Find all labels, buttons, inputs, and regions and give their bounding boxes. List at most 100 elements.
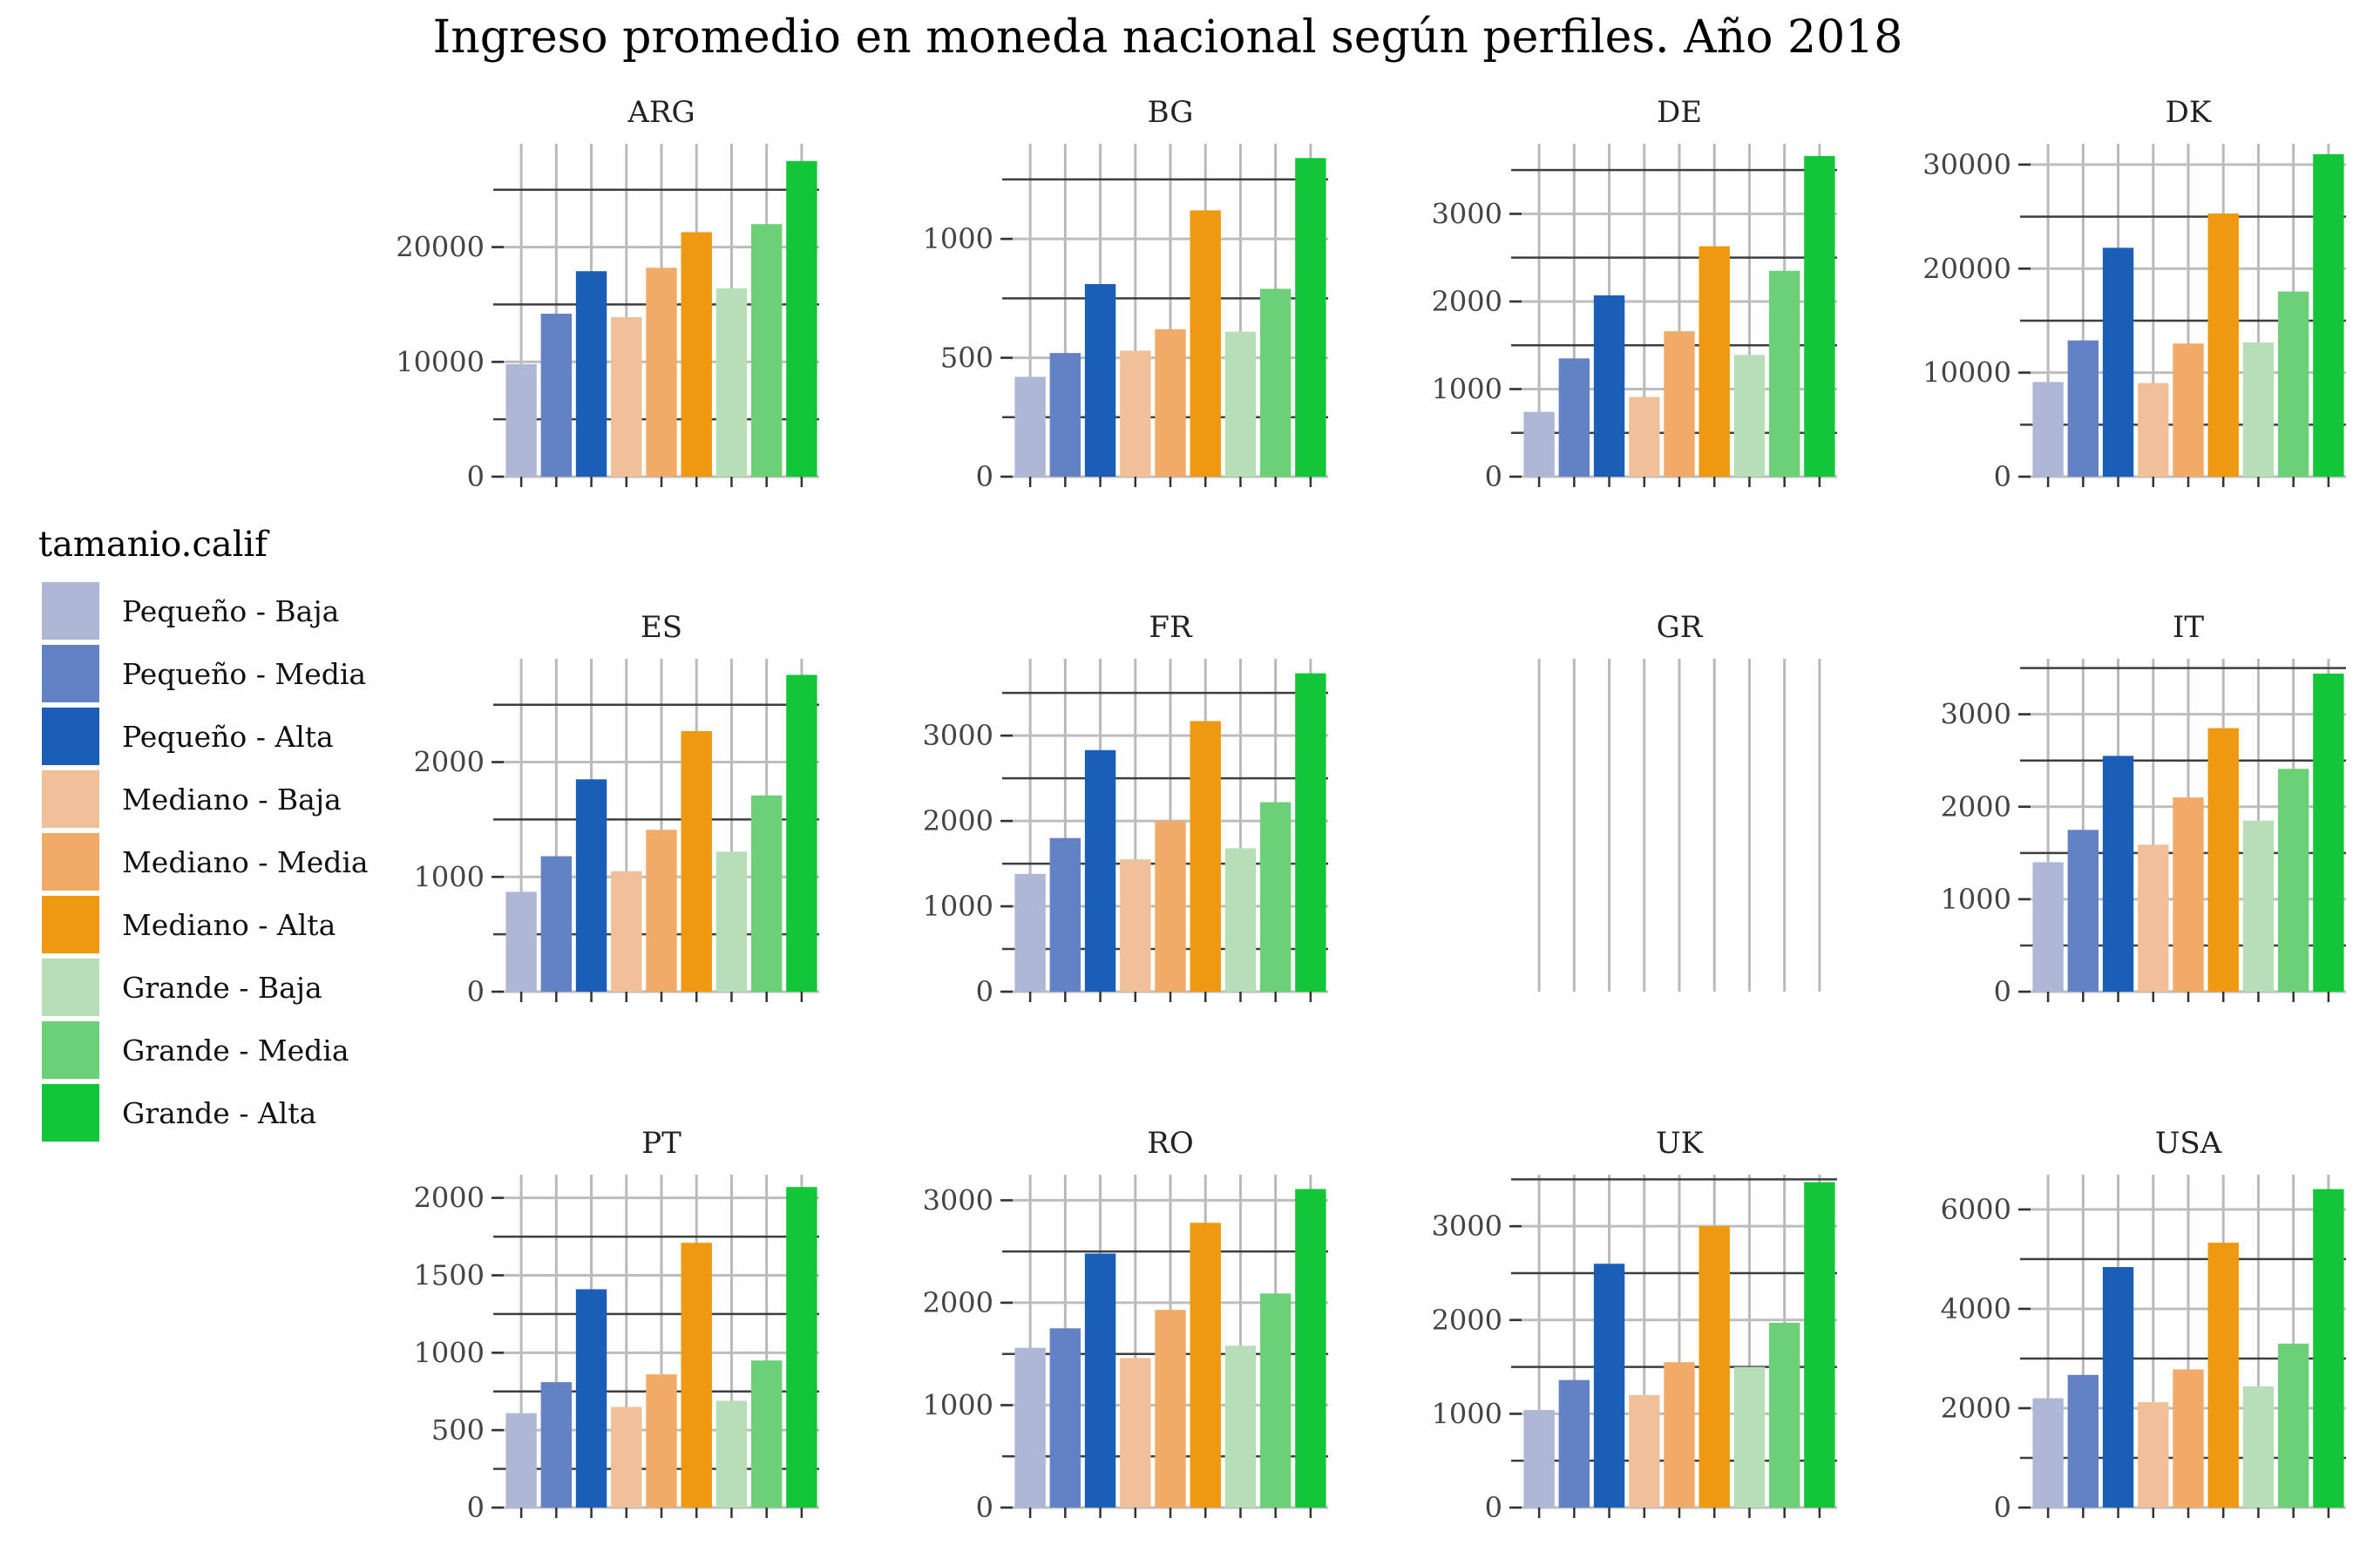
legend-label: Grande - Alta [122, 1096, 316, 1130]
bar [1014, 376, 1046, 477]
y-tick-label: 1500 [414, 1258, 485, 1291]
bar [505, 1413, 537, 1508]
bar [2207, 213, 2239, 477]
y-tick-label: 500 [431, 1413, 485, 1447]
facet-panel-dk: DK 0 10000 20000 30000 [1922, 95, 2346, 493]
y-tick-label: 3000 [923, 1183, 993, 1217]
y-tick-label: 10000 [1922, 356, 2011, 390]
legend-swatch [42, 959, 99, 1016]
facet-strip-label: DK [2166, 95, 2212, 130]
facet-panel-bg: BG 0 500 1000 [923, 95, 1328, 493]
y-tick-label: 1000 [923, 890, 993, 923]
bar [1664, 331, 1695, 477]
facet-panel-de: DE 0 1000 2000 3000 [1432, 95, 1837, 493]
y-tick-label: 2000 [1432, 285, 1502, 318]
legend-label: Pequeño - Media [122, 657, 366, 691]
legend-label: Pequeño - Baja [122, 594, 339, 628]
bar [611, 871, 642, 992]
y-tick-label: 2000 [1941, 1392, 2011, 1425]
y-tick-label: 0 [1994, 1491, 2011, 1524]
legend-item: Mediano - Alta [42, 896, 336, 953]
y-tick-label: 0 [467, 1491, 485, 1524]
y-tick-label: 2000 [414, 1182, 485, 1215]
bar [715, 1400, 748, 1508]
bar [750, 795, 783, 992]
legend-title: tamanio.calif [38, 525, 270, 565]
legend-swatch [42, 645, 99, 702]
bar [786, 674, 817, 992]
bar [2032, 862, 2064, 992]
bar [1664, 1362, 1695, 1508]
bar [2032, 382, 2064, 477]
y-tick-label: 0 [1994, 975, 2011, 1008]
bar [1084, 749, 1116, 992]
bar [2102, 756, 2134, 992]
bar [1523, 1410, 1555, 1508]
bar [646, 830, 677, 992]
legend-swatch [42, 770, 99, 828]
y-tick-label: 1000 [923, 1388, 993, 1421]
bar [1259, 288, 1292, 477]
y-tick-label: 2000 [1432, 1304, 1502, 1337]
legend-swatch [42, 1084, 99, 1142]
facet-panel-uk: UK 0 1000 2000 3000 [1432, 1126, 1837, 1524]
legend-label: Grande - Media [122, 1034, 349, 1067]
y-tick-label: 4000 [1941, 1292, 2011, 1325]
facet-strip-label: ES [641, 610, 682, 645]
legend-item: Pequeño - Baja [42, 582, 339, 640]
legend-item: Mediano - Media [42, 833, 369, 891]
facet-panel-pt: PT 0 500 1000 1500 2000 [414, 1126, 819, 1524]
bar [1084, 1253, 1116, 1508]
bar [681, 1243, 712, 1508]
legend-item: Pequeño - Alta [42, 708, 334, 765]
bar [1190, 721, 1221, 992]
bar [2277, 769, 2309, 992]
bar [2277, 291, 2309, 477]
y-tick-label: 6000 [1941, 1193, 2011, 1226]
bar [1558, 358, 1590, 477]
bar [1224, 848, 1257, 992]
bar [540, 856, 573, 992]
bar [750, 224, 783, 477]
bar [1014, 1347, 1046, 1508]
y-tick-label: 20000 [396, 231, 485, 264]
bar [681, 232, 712, 477]
legend-label: Grande - Baja [122, 971, 322, 1005]
bar [575, 271, 607, 477]
bar [1733, 1366, 1766, 1508]
bar [2138, 1402, 2169, 1508]
bar [575, 779, 607, 992]
bar [1014, 873, 1046, 992]
y-tick-label: 3000 [1432, 197, 1502, 230]
bar [1155, 821, 1186, 992]
legend-label: Pequeño - Alta [122, 720, 334, 754]
y-tick-label: 1000 [923, 222, 993, 255]
bar [1804, 1182, 1835, 1508]
bar [505, 363, 537, 477]
bar [575, 1289, 607, 1508]
y-tick-label: 1000 [1432, 372, 1502, 405]
bar [1593, 1264, 1625, 1508]
bar [1120, 1358, 1151, 1508]
facet-strip-label: PT [641, 1126, 681, 1161]
bar [505, 891, 537, 992]
legend-item: Grande - Alta [42, 1084, 316, 1142]
legend-label: Mediano - Alta [122, 908, 336, 942]
bar [646, 268, 677, 477]
y-tick-label: 30000 [1922, 148, 2011, 181]
bar [715, 851, 748, 992]
bar [1733, 355, 1766, 477]
bar [1768, 1323, 1800, 1508]
bar [2138, 844, 2169, 992]
facet-strip-label: BG [1148, 95, 1194, 130]
bar [1259, 1293, 1292, 1508]
bar [1593, 295, 1625, 477]
facet-panel-es: ES 0 1000 2000 [414, 610, 819, 1008]
facet-panel-it: IT 0 1000 2000 3000 [1941, 610, 2346, 1008]
bar [681, 730, 712, 992]
bar [1224, 1345, 1257, 1508]
facet-panel-ro: RO 0 1000 2000 3000 [923, 1126, 1328, 1524]
facet-strip-label: GR [1657, 610, 1704, 645]
y-tick-label: 0 [467, 460, 485, 493]
bar [1120, 859, 1151, 992]
